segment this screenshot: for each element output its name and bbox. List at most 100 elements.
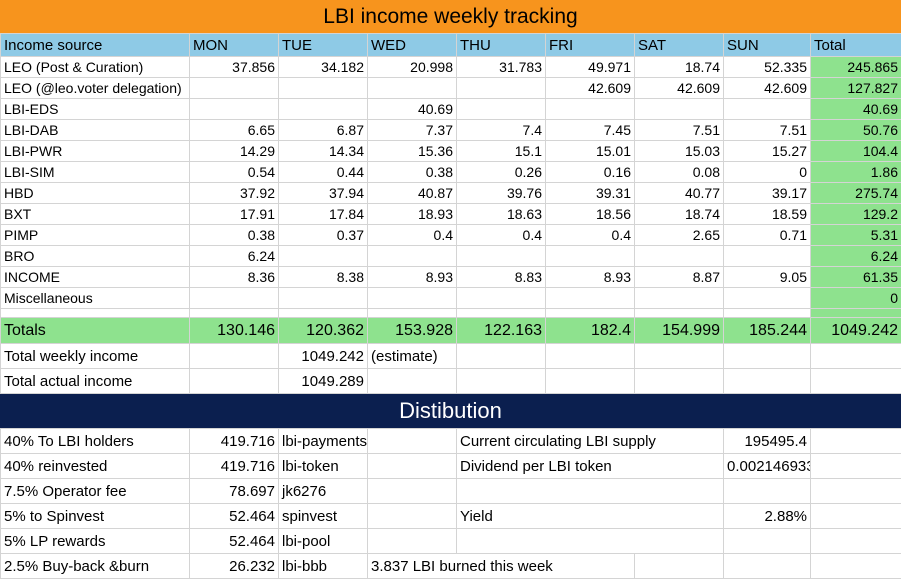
distribution-amount[interactable]: 419.716 [189, 428, 279, 454]
header-cell[interactable]: WED [367, 33, 457, 57]
income-source-cell[interactable]: BXT [0, 203, 190, 225]
day-value-cell[interactable]: 8.87 [634, 266, 724, 288]
info-value[interactable] [633, 553, 725, 579]
day-value-cell[interactable] [367, 245, 457, 267]
distribution-account[interactable]: lbi-token [278, 453, 368, 479]
day-value-cell[interactable]: 49.971 [545, 56, 635, 78]
row-total-cell[interactable]: 129.2 [810, 203, 901, 225]
header-cell[interactable]: SUN [723, 33, 811, 57]
day-value-cell[interactable] [278, 245, 368, 267]
day-value-cell[interactable] [456, 77, 546, 99]
day-value-cell[interactable] [367, 77, 457, 99]
day-value-cell[interactable]: 8.93 [545, 266, 635, 288]
day-value-cell[interactable]: 17.84 [278, 203, 368, 225]
day-value-cell[interactable]: 7.51 [723, 119, 811, 141]
income-source-cell[interactable]: Miscellaneous [0, 287, 190, 309]
income-source-cell[interactable]: PIMP [0, 224, 190, 246]
day-value-cell[interactable]: 7.45 [545, 119, 635, 141]
day-value-cell[interactable] [545, 245, 635, 267]
day-value-cell[interactable]: 18.59 [723, 203, 811, 225]
day-value-cell[interactable]: 0.16 [545, 161, 635, 183]
totals-cell[interactable]: 122.163 [456, 317, 546, 344]
day-value-cell[interactable]: 20.998 [367, 56, 457, 78]
day-value-cell[interactable] [723, 245, 811, 267]
day-value-cell[interactable]: 18.56 [545, 203, 635, 225]
day-value-cell[interactable]: 15.01 [545, 140, 635, 162]
day-value-cell[interactable] [189, 287, 279, 309]
row-total-cell[interactable]: 104.4 [810, 140, 901, 162]
distribution-amount[interactable]: 52.464 [189, 528, 279, 554]
day-value-cell[interactable]: 7.37 [367, 119, 457, 141]
day-value-cell[interactable]: 52.335 [723, 56, 811, 78]
info-value[interactable]: 0.002146933 [723, 453, 812, 479]
day-value-cell[interactable]: 37.856 [189, 56, 279, 78]
totals-cell[interactable]: 120.362 [278, 317, 368, 344]
day-value-cell[interactable]: 18.93 [367, 203, 457, 225]
day-value-cell[interactable]: 18.74 [634, 56, 724, 78]
row-total-cell[interactable]: 6.24 [810, 245, 901, 267]
distribution-label[interactable]: 5% to Spinvest [0, 503, 190, 529]
day-value-cell[interactable]: 40.69 [367, 98, 457, 120]
distribution-account[interactable]: lbi-bbb [278, 553, 368, 579]
day-value-cell[interactable]: 31.783 [456, 56, 546, 78]
day-value-cell[interactable]: 42.609 [545, 77, 635, 99]
header-cell[interactable]: THU [456, 33, 546, 57]
day-value-cell[interactable]: 8.83 [456, 266, 546, 288]
day-value-cell[interactable] [634, 98, 724, 120]
info-value[interactable] [723, 478, 812, 504]
day-value-cell[interactable]: 0.4 [545, 224, 635, 246]
header-cell[interactable]: TUE [278, 33, 368, 57]
day-value-cell[interactable]: 6.65 [189, 119, 279, 141]
day-value-cell[interactable] [545, 287, 635, 309]
totals-cell[interactable]: 130.146 [189, 317, 279, 344]
day-value-cell[interactable]: 0.71 [723, 224, 811, 246]
day-value-cell[interactable]: 0.08 [634, 161, 724, 183]
info-label[interactable]: Yield [455, 503, 725, 529]
day-value-cell[interactable]: 42.609 [723, 77, 811, 99]
day-value-cell[interactable]: 37.92 [189, 182, 279, 204]
day-value-cell[interactable] [278, 77, 368, 99]
day-value-cell[interactable]: 18.63 [456, 203, 546, 225]
income-source-cell[interactable]: BRO [0, 245, 190, 267]
day-value-cell[interactable] [723, 98, 811, 120]
day-value-cell[interactable]: 0.38 [189, 224, 279, 246]
income-source-cell[interactable]: INCOME [0, 266, 190, 288]
day-value-cell[interactable] [456, 98, 546, 120]
actual-income-value[interactable]: 1049.289 [278, 368, 368, 394]
row-total-cell[interactable]: 0 [810, 287, 901, 309]
day-value-cell[interactable]: 7.51 [634, 119, 724, 141]
row-total-cell[interactable]: 50.76 [810, 119, 901, 141]
day-value-cell[interactable]: 2.65 [634, 224, 724, 246]
info-label[interactable] [455, 528, 725, 554]
day-value-cell[interactable]: 0.4 [456, 224, 546, 246]
income-source-cell[interactable]: LEO (Post & Curation) [0, 56, 190, 78]
day-value-cell[interactable]: 0.26 [456, 161, 546, 183]
distribution-label[interactable]: 40% To LBI holders [0, 428, 190, 454]
header-cell[interactable]: SAT [634, 33, 724, 57]
row-total-cell[interactable]: 61.35 [810, 266, 901, 288]
distribution-amount[interactable]: 26.232 [189, 553, 279, 579]
income-source-cell[interactable]: LBI-SIM [0, 161, 190, 183]
day-value-cell[interactable] [278, 287, 368, 309]
day-value-cell[interactable]: 18.74 [634, 203, 724, 225]
row-total-cell[interactable]: 275.74 [810, 182, 901, 204]
row-total-cell[interactable]: 1.86 [810, 161, 901, 183]
day-value-cell[interactable] [723, 287, 811, 309]
distribution-label[interactable]: 5% LP rewards [0, 528, 190, 554]
day-value-cell[interactable] [189, 77, 279, 99]
day-value-cell[interactable]: 15.03 [634, 140, 724, 162]
distribution-label[interactable]: 40% reinvested [0, 453, 190, 479]
distribution-account[interactable]: lbi-payments [278, 428, 368, 454]
day-value-cell[interactable]: 15.1 [456, 140, 546, 162]
weekly-income-value[interactable]: 1049.242 [278, 343, 368, 369]
day-value-cell[interactable]: 40.87 [367, 182, 457, 204]
distribution-amount[interactable]: 78.697 [189, 478, 279, 504]
actual-income-label[interactable]: Total actual income [0, 368, 190, 394]
header-cell[interactable]: FRI [545, 33, 635, 57]
day-value-cell[interactable]: 0.44 [278, 161, 368, 183]
day-value-cell[interactable]: 7.4 [456, 119, 546, 141]
income-source-cell[interactable]: LBI-PWR [0, 140, 190, 162]
info-value[interactable]: 2.88% [723, 503, 812, 529]
totals-label[interactable]: Totals [0, 317, 190, 344]
distribution-account[interactable]: jk6276 [278, 478, 368, 504]
